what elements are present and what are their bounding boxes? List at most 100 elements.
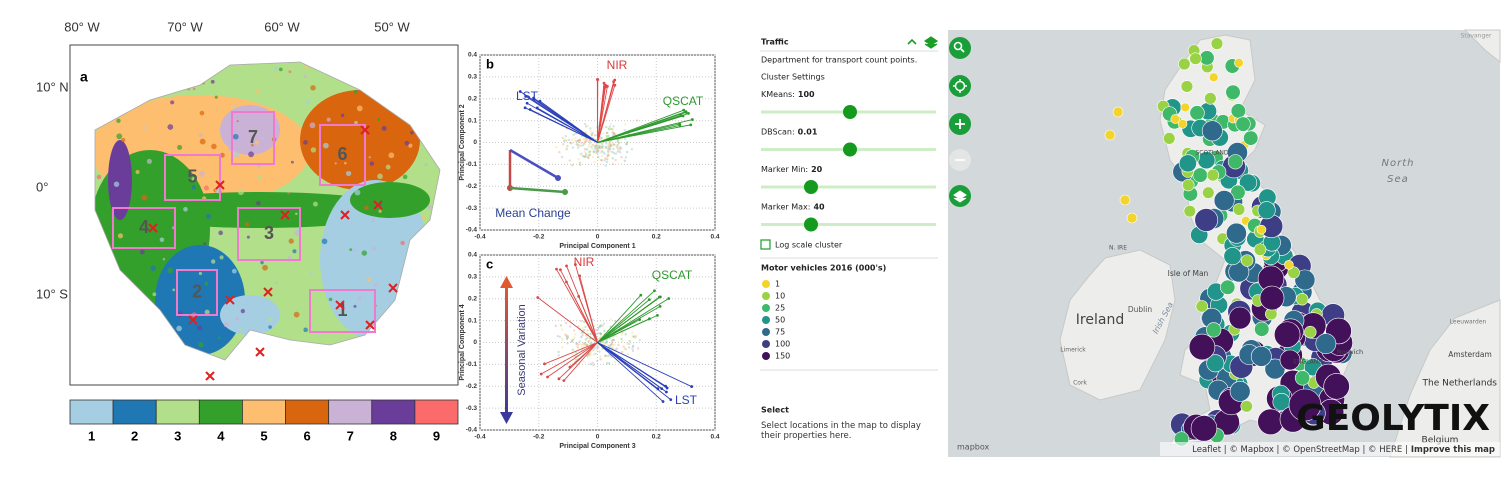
cluster-marker[interactable] (1287, 266, 1300, 279)
cluster-marker[interactable] (1225, 84, 1241, 100)
longitude-label: 60° W (264, 19, 300, 34)
cluster-marker[interactable] (1229, 380, 1251, 402)
map-control[interactable] (949, 75, 971, 97)
cluster-marker[interactable] (1254, 321, 1270, 337)
cluster-marker[interactable] (1323, 373, 1350, 400)
score-point (600, 159, 604, 162)
loading-vector (597, 296, 661, 343)
cluster-marker[interactable] (1230, 184, 1246, 200)
cluster-marker[interactable] (1208, 72, 1219, 83)
cluster-marker[interactable] (1206, 322, 1222, 338)
mapbox-logo: mapbox (957, 443, 990, 452)
cluster-marker[interactable] (1210, 37, 1224, 50)
cluster-marker[interactable] (1234, 58, 1244, 68)
cluster-marker[interactable] (1126, 212, 1138, 224)
cluster-marker[interactable] (1240, 400, 1253, 413)
cluster-marker[interactable] (1304, 325, 1317, 339)
cluster-marker[interactable] (1119, 194, 1131, 206)
cluster-marker[interactable] (1257, 201, 1276, 220)
cluster-marker[interactable] (1202, 186, 1215, 199)
score-point (621, 331, 624, 334)
slider-label: DBScan: 0.01 (761, 127, 818, 136)
layers-icon[interactable] (923, 36, 939, 49)
class-speck (357, 296, 362, 301)
cluster-marker[interactable] (1178, 154, 1197, 173)
cluster-marker[interactable] (1220, 279, 1236, 295)
cluster-marker[interactable] (1284, 260, 1294, 270)
score-point (611, 128, 614, 131)
score-point (561, 136, 565, 140)
class-speck (198, 341, 204, 348)
collapse-chevron[interactable] (907, 38, 917, 45)
cluster-marker[interactable] (1188, 333, 1216, 361)
cluster-marker[interactable] (1243, 130, 1259, 146)
score-point (587, 339, 590, 343)
score-point (561, 346, 564, 349)
cluster-marker[interactable] (1227, 154, 1244, 170)
cluster-marker[interactable] (1240, 254, 1254, 267)
score-point (621, 339, 624, 343)
score-point (606, 155, 609, 158)
cluster-marker[interactable] (1232, 203, 1246, 216)
cluster-marker[interactable] (1178, 57, 1191, 71)
score-point (583, 155, 587, 159)
cluster-marker[interactable] (1235, 116, 1251, 132)
score-point (617, 141, 621, 145)
cluster-marker[interactable] (1192, 167, 1208, 183)
cluster-marker[interactable] (1315, 333, 1337, 355)
cluster-marker[interactable] (1170, 114, 1181, 124)
loading-tip (602, 81, 606, 85)
cluster-marker[interactable] (1230, 103, 1247, 119)
cluster-marker[interactable] (1180, 102, 1191, 113)
cluster-marker[interactable] (1189, 52, 1202, 65)
checkbox[interactable] (760, 239, 771, 250)
cluster-marker[interactable] (1199, 50, 1215, 66)
cluster-marker[interactable] (1190, 415, 1218, 442)
cluster-marker[interactable] (1257, 408, 1284, 436)
cluster-marker[interactable] (1182, 178, 1195, 192)
cluster-marker[interactable] (1288, 388, 1322, 422)
cluster-marker[interactable] (1253, 243, 1267, 256)
class-swatch (69, 399, 114, 425)
region-box (176, 269, 218, 316)
cluster-marker[interactable] (1189, 105, 1205, 121)
cluster-marker[interactable] (1250, 345, 1272, 367)
cluster-marker[interactable] (1104, 129, 1116, 141)
cluster-marker[interactable] (1226, 222, 1247, 244)
cluster-marker[interactable] (1204, 92, 1217, 105)
cluster-marker[interactable] (1163, 132, 1176, 145)
cluster-marker[interactable] (1180, 80, 1194, 93)
cluster-marker[interactable] (1213, 190, 1235, 211)
slider-thumb[interactable] (843, 105, 857, 119)
cluster-marker[interactable] (1294, 370, 1311, 386)
cluster-marker[interactable] (1273, 321, 1301, 348)
cluster-marker[interactable] (1177, 119, 1188, 129)
slider-thumb[interactable] (804, 180, 818, 194)
cluster-marker[interactable] (1206, 168, 1220, 182)
score-point (588, 141, 592, 144)
cluster-marker[interactable] (1206, 354, 1225, 373)
cluster-marker[interactable] (1223, 247, 1242, 266)
slider-thumb[interactable] (804, 217, 818, 232)
cluster-marker[interactable] (1279, 349, 1301, 371)
longitude-label: 50° W (374, 19, 410, 34)
cluster-marker[interactable] (1194, 208, 1219, 232)
improve-link[interactable]: Improve this map (1411, 445, 1495, 455)
panel-label: a (80, 69, 88, 85)
land (1463, 29, 1501, 64)
score-point (618, 318, 622, 322)
cluster-marker[interactable] (1259, 285, 1285, 311)
cluster-marker[interactable] (1295, 292, 1309, 306)
cluster-marker[interactable] (1112, 106, 1124, 118)
cluster-marker[interactable] (1239, 173, 1258, 192)
cluster-marker[interactable] (1201, 120, 1223, 142)
cluster-marker[interactable] (1195, 300, 1209, 313)
cluster-marker[interactable] (1294, 269, 1316, 291)
map-control[interactable] (949, 37, 971, 59)
score-point (580, 152, 583, 155)
cluster-marker[interactable] (1256, 224, 1267, 235)
cluster-marker[interactable] (1228, 306, 1252, 330)
cluster-marker[interactable] (1183, 204, 1197, 218)
slider-thumb[interactable] (843, 142, 857, 157)
class-speck (167, 267, 174, 274)
